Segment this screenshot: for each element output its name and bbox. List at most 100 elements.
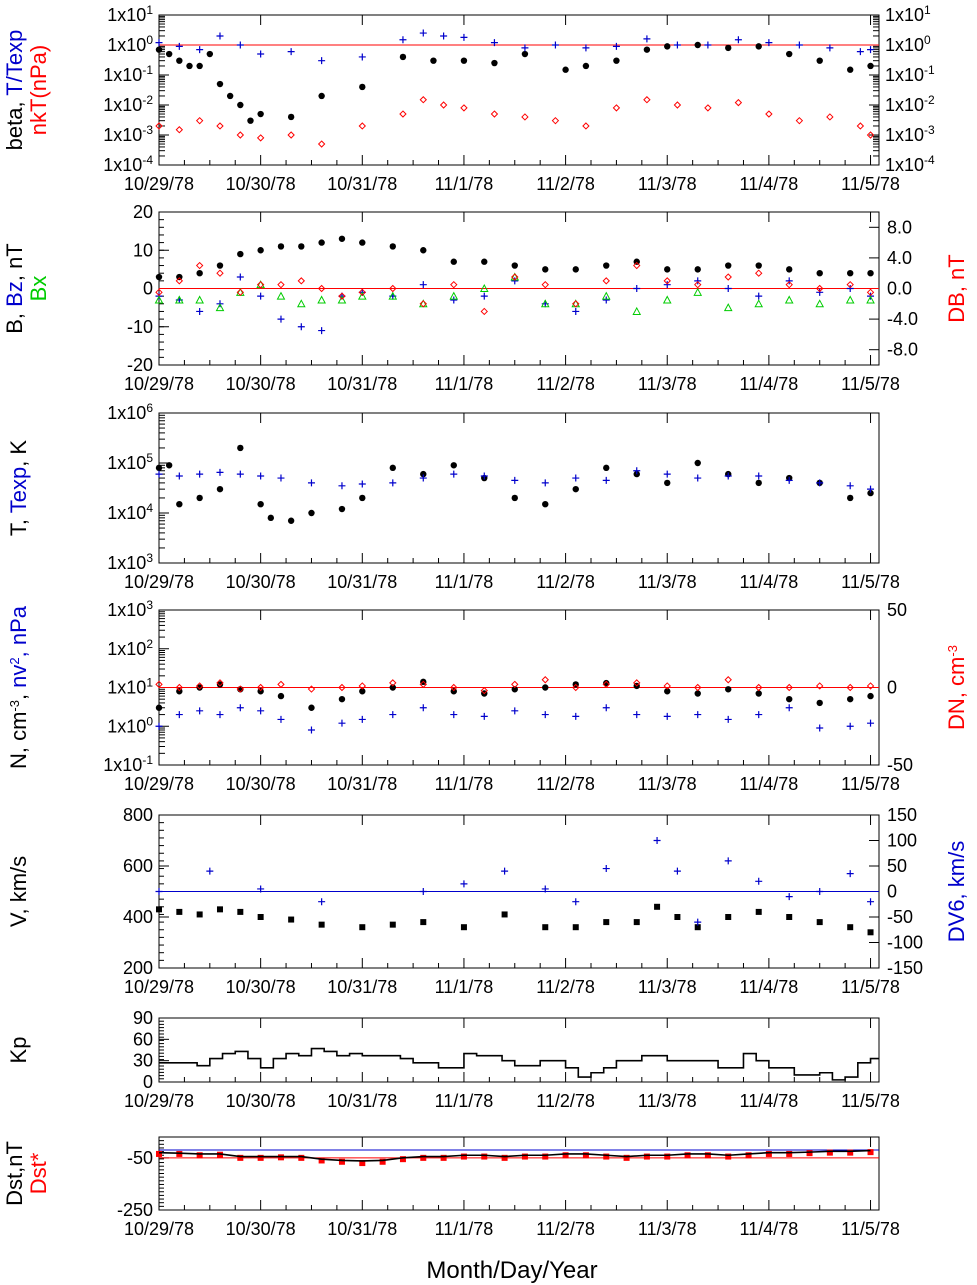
data-point (785, 893, 793, 901)
data-point (826, 1149, 833, 1156)
series-1 (155, 704, 875, 734)
data-point (236, 131, 245, 139)
y-tick-label: 1x10-1 (103, 63, 153, 85)
y-tick-label-right: 1x10-1 (885, 63, 935, 85)
data-point (572, 683, 580, 692)
data-point (816, 284, 824, 293)
data-point (602, 865, 610, 873)
panels-group: 1x101 1x101 1x100 1x100 1x10-1 1x10-1 1x10-2 1x… (2, 3, 969, 1239)
y-tick-label-right: 1x101 (885, 3, 931, 25)
data-point (420, 919, 427, 926)
data-point (724, 715, 732, 723)
data-point (541, 676, 549, 684)
data-point (755, 262, 762, 269)
data-point (725, 686, 732, 693)
data-point (277, 243, 285, 250)
data-point (633, 258, 640, 265)
data-point (866, 288, 875, 297)
y2-tick-label: -50 (887, 907, 913, 927)
data-point (694, 683, 702, 692)
data-point (866, 295, 875, 304)
data-point (450, 462, 457, 469)
data-point (206, 50, 214, 58)
data-point (724, 857, 732, 865)
data-point (501, 867, 509, 875)
data-point (338, 719, 346, 727)
data-point (542, 924, 549, 931)
x-tick-label: 10/31/78 (327, 572, 397, 592)
data-point (236, 704, 244, 712)
data-point (572, 898, 580, 906)
y-tick-label: -20 (127, 355, 153, 375)
y-tick-label: 1x105 (107, 451, 153, 473)
data-point (816, 479, 824, 487)
data-point (479, 283, 489, 292)
y2-tick-label: 8.0 (887, 217, 912, 237)
data-point (317, 140, 326, 148)
y-tick-label: 1x104 (107, 501, 153, 523)
data-point (734, 36, 742, 44)
data-point (694, 459, 701, 467)
data-point (511, 707, 519, 715)
data-point (450, 688, 457, 695)
data-point (359, 494, 366, 502)
data-point (846, 280, 854, 289)
data-point (419, 888, 427, 895)
x-tick-label: 11/1/78 (435, 374, 494, 394)
data-point (663, 712, 671, 720)
data-point (816, 270, 823, 277)
data-point (673, 41, 681, 49)
data-point (389, 243, 396, 250)
data-point (155, 680, 163, 689)
y2-tick-label: -150 (887, 958, 923, 978)
data-point (216, 906, 223, 913)
x-tick-label: 10/30/78 (226, 1219, 296, 1239)
data-point (155, 122, 163, 130)
y-tick-label: 1x101 (107, 676, 153, 698)
y-tick-label: 1x100 (107, 714, 153, 736)
data-point (277, 315, 285, 323)
data-point (816, 57, 823, 64)
data-point (755, 472, 763, 480)
x-tick-label: 11/3/78 (638, 1091, 697, 1111)
data-point (582, 1152, 589, 1159)
data-point (816, 919, 823, 926)
x-tick-label: 11/5/78 (841, 174, 900, 194)
y-tick-label-right: 1x10-4 (885, 153, 935, 175)
data-point (815, 299, 825, 308)
data-point (338, 235, 346, 242)
data-point (379, 1158, 386, 1165)
data-point (308, 704, 315, 711)
x-tick-label: 11/3/78 (638, 174, 697, 194)
data-point (399, 1156, 406, 1163)
data-point (694, 266, 701, 273)
data-point (419, 96, 427, 104)
data-point (755, 908, 762, 915)
data-point (337, 295, 347, 304)
data-point (176, 57, 183, 64)
y-tick-label: 1x106 (107, 401, 153, 423)
data-point (480, 307, 488, 316)
data-point (196, 1152, 203, 1159)
data-point (694, 474, 702, 482)
data-point (846, 722, 854, 730)
y2-tick-label: -4.0 (887, 309, 918, 329)
x-tick-label: 11/2/78 (536, 774, 595, 794)
data-point (389, 284, 397, 293)
data-point (175, 472, 183, 480)
data-point (156, 1150, 162, 1157)
data-point (785, 476, 793, 484)
data-point (358, 53, 366, 61)
data-point (613, 57, 620, 64)
y2-tick-label: -100 (887, 933, 923, 953)
data-point (724, 285, 732, 292)
data-point (216, 262, 224, 269)
data-point (358, 715, 366, 723)
data-point (206, 867, 214, 875)
data-point (643, 46, 651, 53)
data-point (816, 888, 824, 895)
data-point (694, 41, 701, 49)
data-point (674, 914, 681, 920)
data-point (357, 291, 367, 300)
